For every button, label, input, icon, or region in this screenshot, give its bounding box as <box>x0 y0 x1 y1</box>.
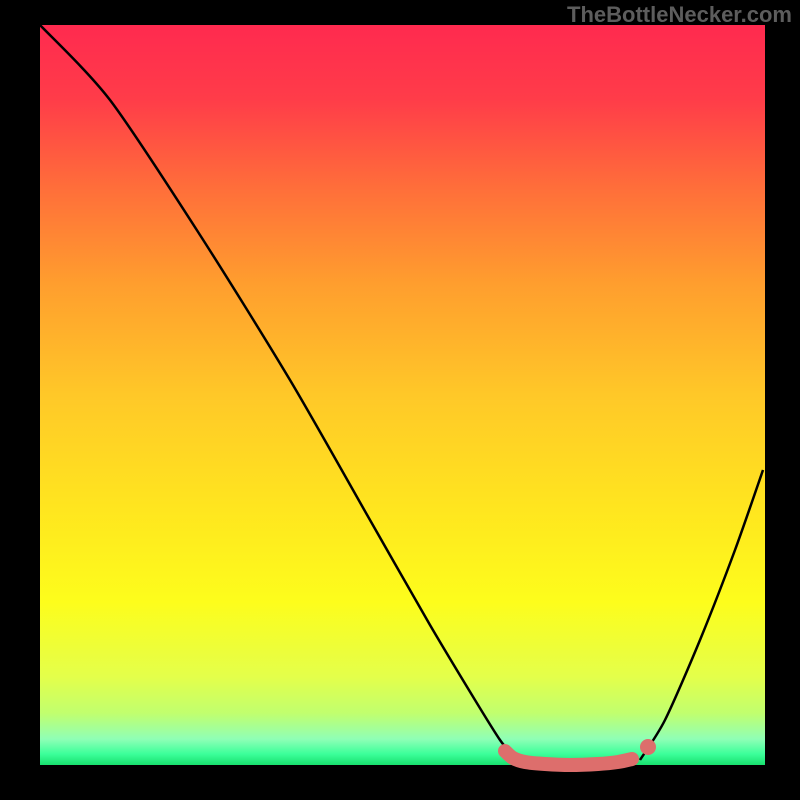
chart-svg <box>0 0 800 800</box>
plot-background <box>40 25 765 765</box>
optimal-point-marker <box>640 739 656 755</box>
bottleneck-chart: TheBottleNecker.com <box>0 0 800 800</box>
